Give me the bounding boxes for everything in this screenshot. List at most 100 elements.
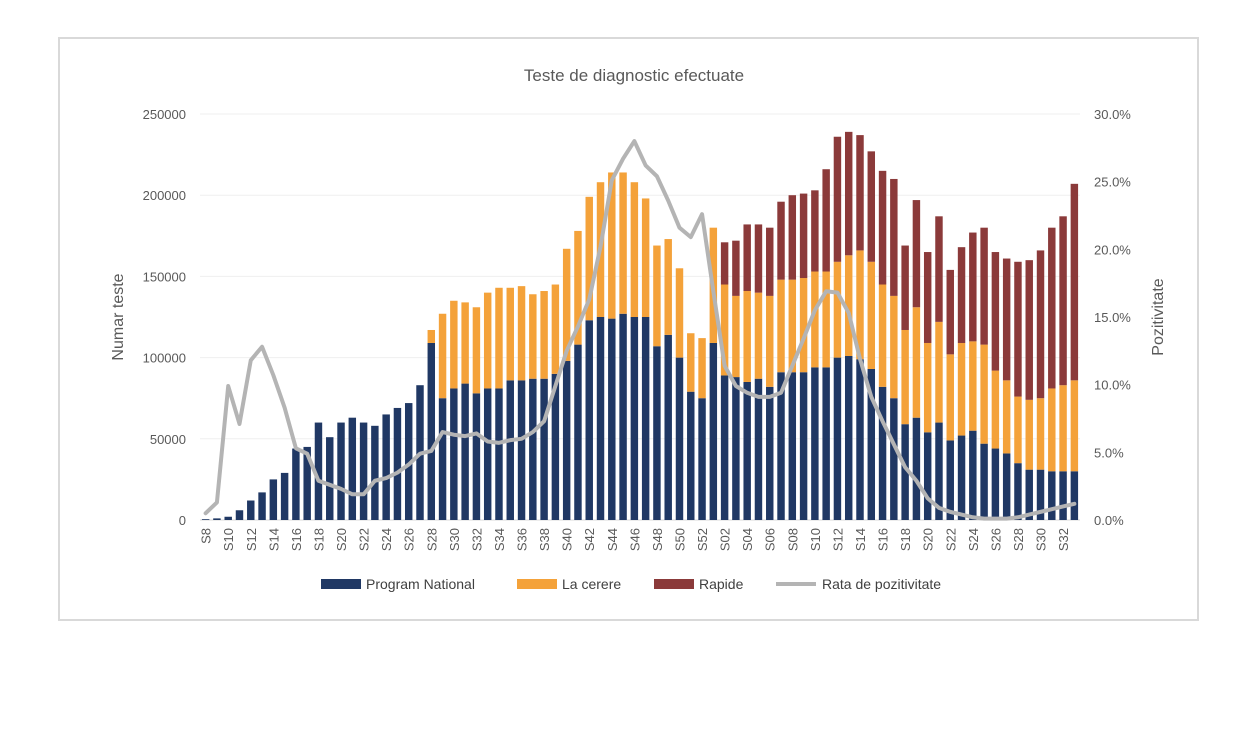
- bar-rapide: [935, 216, 943, 322]
- bar-la-cerere: [619, 172, 627, 314]
- bar-program-national: [326, 437, 334, 520]
- x-tick-label: S14: [853, 528, 868, 551]
- bar-program-national: [404, 403, 413, 520]
- x-tick-label: S16: [289, 528, 304, 551]
- bar-program-national: [991, 448, 1000, 520]
- bar-rapide: [1002, 258, 1011, 381]
- x-tick-label: S32: [469, 528, 484, 551]
- bar-rapide: [822, 169, 830, 272]
- bar-program-national: [1025, 469, 1033, 520]
- bar-la-cerere: [540, 291, 548, 379]
- bar-program-national: [687, 391, 695, 520]
- bar-la-cerere: [766, 295, 774, 387]
- x-tick-label: S18: [311, 528, 326, 551]
- x-tick-label: S52: [695, 528, 710, 551]
- y2-tick-label: 20.0%: [1094, 242, 1131, 257]
- bar-la-cerere: [732, 295, 740, 378]
- y-tick-label: 250000: [143, 107, 186, 122]
- bar-program-national: [732, 377, 740, 520]
- x-tick-label: S48: [650, 528, 665, 551]
- bar-program-national: [1014, 463, 1022, 520]
- bar-program-national: [675, 357, 684, 520]
- x-axis-ticks: S8 S10 S12 S14 S16 S18 S20 S22 S24 S26 S28 S30 S32 S3…: [199, 528, 1071, 551]
- bar-program-national: [258, 492, 266, 520]
- bar-program-national: [1070, 471, 1079, 520]
- bar-la-cerere: [517, 286, 526, 381]
- bar-rapide: [878, 170, 887, 285]
- bar-la-cerere: [574, 230, 582, 345]
- bar-rapide: [777, 201, 785, 280]
- bar-program-national: [551, 373, 560, 520]
- legend-label-rapide: Rapide: [699, 576, 744, 592]
- bar-program-national: [292, 448, 300, 520]
- x-tick-label: S06: [763, 528, 778, 551]
- bar-program-national: [630, 317, 639, 520]
- bar-la-cerere: [1059, 385, 1067, 472]
- bar-la-cerere: [472, 307, 481, 394]
- bar-la-cerere: [1025, 399, 1033, 470]
- bar-la-cerere: [969, 341, 977, 431]
- legend-swatch-program-national: [321, 579, 361, 589]
- bar-rapide: [901, 245, 909, 330]
- bar-program-national: [495, 388, 503, 520]
- bar-program-national: [923, 432, 932, 520]
- x-tick-label: S38: [537, 528, 552, 551]
- x-tick-label: S28: [424, 528, 439, 551]
- bar-program-national: [788, 372, 797, 520]
- bar-program-national: [653, 346, 661, 520]
- bar-rapide: [856, 135, 864, 251]
- legend: Program National La cerere Rapide Rata d…: [321, 576, 941, 592]
- bar-la-cerere: [878, 284, 887, 387]
- y-tick-label: 0: [179, 513, 186, 528]
- bar-program-national: [348, 417, 357, 520]
- bar-rapide: [844, 131, 853, 256]
- bar-program-national: [213, 518, 221, 520]
- bar-rapide: [1014, 261, 1022, 397]
- y-tick-label: 50000: [150, 432, 186, 447]
- bar-rapide: [1070, 183, 1079, 381]
- legend-swatch-rapide: [654, 579, 694, 589]
- bar-rapide: [957, 247, 966, 343]
- x-tick-label: S44: [605, 528, 620, 551]
- bar-la-cerere: [506, 287, 514, 381]
- legend-label-positivity: Rata de pozitivitate: [822, 576, 941, 592]
- x-tick-label: S40: [560, 528, 575, 551]
- y-tick-label: 150000: [143, 269, 186, 284]
- bar-rapide: [766, 227, 774, 296]
- bar-rapide: [1036, 250, 1045, 399]
- x-tick-label: S26: [988, 528, 1003, 551]
- x-tick-label: S20: [334, 528, 349, 551]
- bar-rapide: [754, 224, 763, 293]
- x-tick-label: S36: [515, 528, 530, 551]
- y-axis-title: Numar teste: [110, 273, 127, 360]
- bar-rapide: [1025, 260, 1033, 400]
- bar-program-national: [337, 422, 345, 520]
- bar-program-national: [608, 318, 616, 520]
- bar-program-national: [483, 388, 492, 520]
- x-tick-label: S24: [966, 528, 981, 551]
- bar-program-national: [359, 422, 368, 520]
- bar-program-national: [1059, 471, 1067, 520]
- bar-program-national: [698, 398, 706, 520]
- bar-program-national: [664, 334, 672, 520]
- y2-axis-title: Pozitivitate: [1150, 278, 1167, 355]
- bar-la-cerere: [608, 172, 616, 319]
- bar-program-national: [799, 372, 808, 520]
- bar-program-national: [777, 372, 785, 520]
- bar-program-national: [969, 430, 977, 520]
- bar-program-national: [619, 313, 627, 520]
- bar-program-national: [235, 510, 244, 520]
- bar-rapide: [1059, 216, 1067, 386]
- bar-rapide: [833, 136, 842, 262]
- bar-program-national: [1048, 471, 1056, 520]
- bar-program-national: [856, 359, 864, 520]
- x-tick-label: S12: [830, 528, 845, 551]
- gridlines: [200, 113, 1080, 521]
- bar-la-cerere: [1014, 396, 1022, 464]
- bar-program-national: [438, 398, 447, 520]
- x-tick-label: S10: [221, 528, 236, 551]
- bars: [201, 131, 1079, 520]
- bar-program-national: [574, 344, 582, 520]
- bar-la-cerere: [641, 198, 650, 317]
- bar-la-cerere: [551, 284, 560, 374]
